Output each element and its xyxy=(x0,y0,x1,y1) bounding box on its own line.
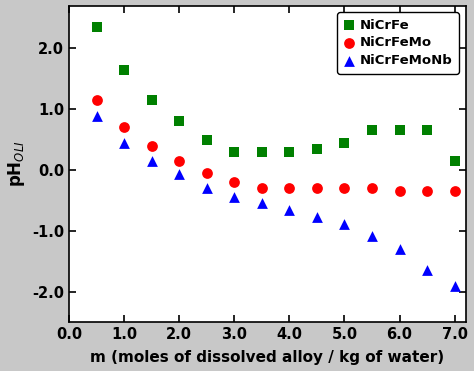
NiCrFe xyxy=(423,127,431,133)
NiCrFe xyxy=(93,24,100,30)
NiCrFeMoNb xyxy=(341,221,348,227)
NiCrFeMo xyxy=(175,158,183,164)
NiCrFeMoNb xyxy=(423,267,431,273)
NiCrFeMo xyxy=(203,170,210,176)
NiCrFe xyxy=(230,149,238,155)
NiCrFeMo xyxy=(368,185,376,191)
NiCrFeMo xyxy=(451,188,458,194)
NiCrFeMoNb xyxy=(286,207,293,213)
NiCrFe xyxy=(368,127,376,133)
NiCrFeMo xyxy=(341,185,348,191)
NiCrFeMoNb xyxy=(451,283,458,289)
NiCrFeMoNb xyxy=(120,139,128,145)
NiCrFeMoNb xyxy=(148,158,155,164)
NiCrFeMo xyxy=(230,179,238,185)
NiCrFe xyxy=(313,146,321,152)
NiCrFeMoNb xyxy=(230,194,238,200)
Legend: NiCrFe, NiCrFeMo, NiCrFeMoNb: NiCrFe, NiCrFeMo, NiCrFeMoNb xyxy=(337,12,459,73)
NiCrFe xyxy=(148,97,155,103)
NiCrFe xyxy=(258,149,265,155)
NiCrFe xyxy=(120,66,128,72)
NiCrFeMoNb xyxy=(258,200,265,206)
NiCrFeMoNb xyxy=(368,233,376,239)
NiCrFeMoNb xyxy=(203,185,210,191)
NiCrFe xyxy=(341,139,348,145)
NiCrFeMo xyxy=(396,188,403,194)
NiCrFe xyxy=(175,118,183,124)
NiCrFeMo xyxy=(148,143,155,149)
NiCrFeMo xyxy=(120,124,128,130)
NiCrFeMo xyxy=(93,97,100,103)
NiCrFeMoNb xyxy=(93,114,100,119)
NiCrFe xyxy=(451,158,458,164)
NiCrFeMo xyxy=(286,185,293,191)
Y-axis label: pH$_{OLI}$: pH$_{OLI}$ xyxy=(6,141,27,187)
NiCrFeMo xyxy=(258,185,265,191)
NiCrFeMoNb xyxy=(313,214,321,220)
NiCrFeMoNb xyxy=(396,246,403,252)
NiCrFe xyxy=(203,137,210,142)
NiCrFe xyxy=(286,149,293,155)
NiCrFe xyxy=(396,127,403,133)
NiCrFeMo xyxy=(423,188,431,194)
NiCrFeMoNb xyxy=(175,171,183,177)
NiCrFeMo xyxy=(313,185,321,191)
X-axis label: m (moles of dissolved alloy / kg of water): m (moles of dissolved alloy / kg of wate… xyxy=(91,351,445,365)
